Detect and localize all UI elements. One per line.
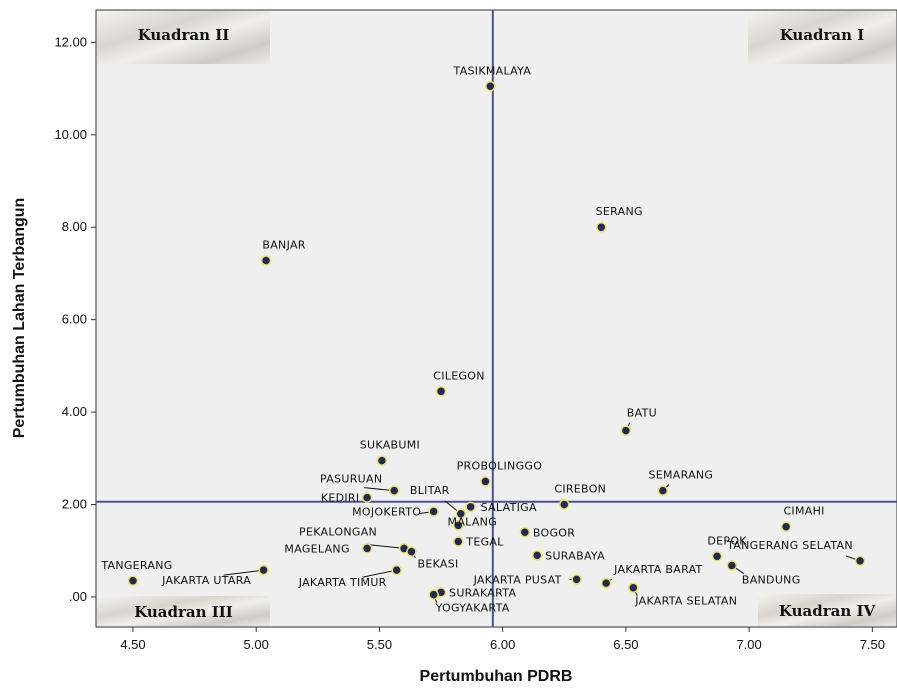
point-labels: TASIKMALAYA SERANG BANJAR CILEGON BATU SUKABU…	[100, 64, 853, 615]
reference-lines	[96, 10, 897, 627]
point-label: MALANG	[448, 515, 497, 528]
x-tick-label: 4.50	[120, 637, 145, 652]
label-leader-line	[362, 569, 397, 578]
point-label: SALATIGA	[481, 501, 537, 514]
scatter-point	[406, 546, 417, 557]
y-tick-label: 12.00	[54, 34, 87, 49]
point-label: JAKARTA BARAT	[613, 563, 702, 576]
point-label: SURABAYA	[545, 549, 605, 562]
scatter-point	[559, 499, 570, 510]
point-label: PASURUAN	[320, 473, 382, 486]
point-label: TANGERANG SELATAN	[726, 539, 853, 552]
point-label: MAGELANG	[284, 542, 349, 555]
point-label: PROBOLINGGO	[457, 459, 543, 472]
quadrant-label: Kuadran II	[138, 26, 230, 44]
quadrant-label: Kuadran IV	[779, 602, 876, 620]
scatter-point	[435, 386, 447, 397]
scatter-point	[127, 575, 139, 587]
scatter-point	[726, 560, 738, 571]
point-label: BATU	[627, 407, 657, 420]
point-label: BOGOR	[533, 526, 575, 539]
scatter-point	[428, 589, 439, 600]
y-tick-label: 10.00	[54, 127, 87, 142]
scatter-point	[600, 577, 612, 589]
scatter-point	[453, 520, 464, 531]
scatter-point	[391, 564, 402, 576]
scatter-point	[485, 81, 496, 92]
scatter-point	[361, 492, 373, 503]
scatter-point	[711, 551, 723, 562]
x-tick-label: 7.00	[736, 637, 761, 652]
x-tick-label: 6.50	[613, 637, 638, 652]
x-tick-label: 5.00	[244, 637, 269, 652]
point-label: CILEGON	[433, 369, 485, 382]
point-label: JAKARTA SELATAN	[634, 595, 737, 608]
quadrant-label-box	[758, 594, 896, 626]
point-label: JAKARTA TIMUR	[298, 576, 387, 589]
scatter-point	[571, 574, 582, 585]
point-label: JAKARTA PUSAT	[473, 573, 562, 586]
label-leader-line	[366, 543, 405, 549]
scatter-point	[519, 527, 531, 538]
point-label: BANDUNG	[742, 574, 801, 587]
scatter-point	[388, 485, 400, 496]
scatter-point	[780, 521, 792, 532]
point-label: TEGAL	[465, 535, 504, 548]
scatter-point	[453, 536, 464, 547]
point-label: TANGERANG	[100, 559, 172, 572]
point-label: SUKABUMI	[360, 439, 420, 452]
scatter-point	[628, 582, 639, 593]
data-points	[127, 81, 866, 600]
y-tick-label: .00	[69, 589, 87, 604]
point-label: DEPOK	[707, 534, 747, 547]
scatter-point	[531, 550, 543, 561]
label-leader-line	[223, 569, 264, 576]
quadrant-labels: Kuadran II Kuadran I Kuadran III Kuadran IV	[97, 11, 896, 626]
x-axis-title: Pertumbuhan PDRB	[420, 668, 573, 685]
scatter-point	[260, 255, 272, 266]
scatter-point	[376, 455, 388, 466]
scatter-point	[657, 485, 669, 496]
quadrant-label-box	[97, 596, 270, 626]
point-label: CIMAHI	[783, 505, 824, 518]
plot-area	[95, 9, 897, 628]
point-label: SEMARANG	[648, 469, 713, 482]
point-label: BLITAR	[410, 484, 450, 497]
quadrant-label: Kuadran III	[134, 603, 233, 621]
scatter-point	[455, 508, 467, 520]
scatter-point	[595, 221, 607, 233]
y-tick-label: 8.00	[62, 219, 87, 234]
scatter-point	[465, 501, 476, 513]
y-axis-title: Pertumbuhan Lahan Terbangun	[11, 198, 28, 439]
axes: 4.50 5.00 5.50 6.00 6.50 7.00 7.50 .00 2.00 4.00 6…	[54, 34, 885, 652]
quadrant-label-box	[748, 11, 896, 64]
scatter-point	[361, 543, 373, 554]
scatter-point	[258, 564, 269, 576]
point-label: BANJAR	[262, 238, 305, 251]
x-tick-label: 5.50	[367, 637, 392, 652]
x-tick-label: 6.00	[490, 637, 515, 652]
y-tick-label: 6.00	[62, 312, 87, 327]
scatter-point	[428, 506, 439, 517]
quadrant-label: Kuadran I	[780, 26, 865, 44]
point-label: SURAKARTA	[449, 586, 516, 599]
point-label: MOJOKERTO	[352, 505, 421, 518]
point-label: TASIKMALAYA	[453, 64, 532, 77]
x-tick-label: 7.50	[860, 637, 885, 652]
scatter-point	[480, 476, 491, 487]
y-tick-label: 2.00	[62, 497, 87, 512]
scatter-point	[854, 555, 866, 567]
point-label: PEKALONGAN	[299, 525, 377, 538]
point-label: KEDIRI	[321, 492, 360, 505]
y-tick-label: 4.00	[62, 404, 87, 419]
point-label: SERANG	[596, 205, 643, 218]
point-label: CIREBON	[554, 483, 606, 496]
point-label: JAKARTA UTARA	[161, 574, 251, 587]
point-label: BEKASI	[417, 558, 458, 571]
point-label: YOGYAKARTA	[435, 602, 510, 615]
scatter-point	[620, 425, 632, 436]
quadrant-label-box	[97, 11, 270, 64]
